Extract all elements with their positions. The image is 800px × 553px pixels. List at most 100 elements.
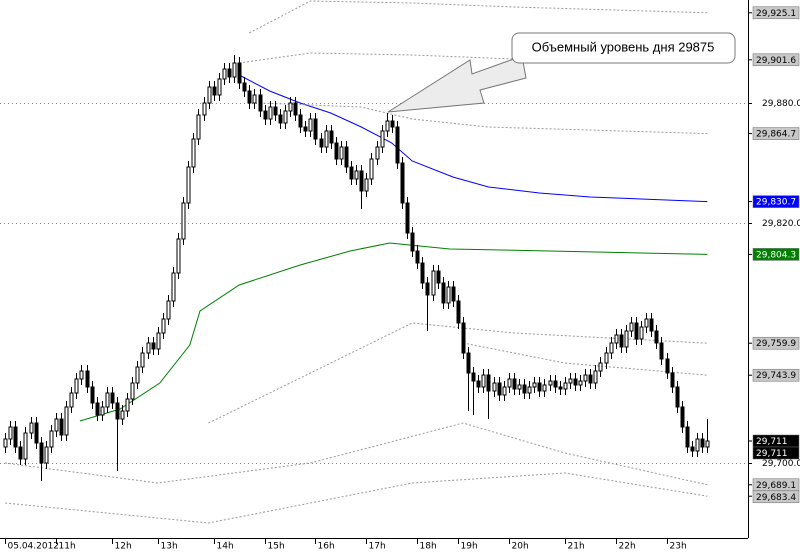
price-label-box bbox=[752, 6, 800, 20]
candle-body bbox=[558, 386, 563, 390]
candle-body bbox=[563, 382, 568, 390]
candle-body bbox=[34, 422, 39, 444]
candle-body bbox=[502, 386, 507, 396]
candle-body bbox=[100, 406, 105, 416]
price-label-box bbox=[752, 490, 800, 504]
candle-body bbox=[476, 380, 481, 388]
candle-body bbox=[639, 326, 644, 340]
candle-body bbox=[79, 370, 84, 380]
candle-body bbox=[629, 322, 634, 332]
candle-body bbox=[95, 402, 100, 416]
candle-body bbox=[420, 262, 425, 284]
candle-body bbox=[293, 102, 298, 116]
candle-body bbox=[497, 382, 502, 396]
candle-body bbox=[553, 380, 558, 388]
candle-body bbox=[593, 370, 598, 384]
candle-body bbox=[410, 232, 415, 252]
candle-body bbox=[436, 270, 441, 284]
candle-body bbox=[278, 114, 283, 124]
candle-body bbox=[258, 94, 263, 112]
candle-body bbox=[517, 384, 522, 390]
candle-body bbox=[242, 82, 247, 92]
y-tick-label: 29,700.0 bbox=[762, 459, 800, 469]
y-tick-label: 29,880.0 bbox=[762, 99, 800, 109]
candle-body bbox=[568, 378, 573, 384]
price-label-box bbox=[752, 248, 800, 261]
candle-body bbox=[156, 332, 161, 350]
candle-body bbox=[400, 162, 405, 204]
candle-body bbox=[700, 438, 705, 448]
candle-body bbox=[492, 382, 497, 392]
price-label-box bbox=[752, 195, 800, 208]
candle-body bbox=[3, 438, 8, 448]
price-label-box bbox=[752, 446, 800, 460]
candle-body bbox=[670, 372, 675, 388]
candle-body bbox=[665, 358, 670, 374]
candle-body bbox=[339, 146, 344, 160]
price-label: 29,925.1 bbox=[756, 9, 796, 19]
candle-body bbox=[171, 272, 176, 302]
candle-body bbox=[385, 120, 390, 132]
candle-body bbox=[110, 392, 115, 404]
candle-body bbox=[481, 374, 486, 388]
candle-body bbox=[471, 372, 476, 382]
candle-body bbox=[527, 386, 532, 394]
x-tick-label: 11h bbox=[59, 542, 76, 552]
candle-body bbox=[191, 138, 196, 168]
candle-body bbox=[512, 378, 517, 390]
candle-body bbox=[537, 382, 542, 392]
candle-body bbox=[390, 120, 395, 128]
price-label-box bbox=[752, 336, 800, 350]
x-tick-label: 05.04.2012 bbox=[8, 542, 60, 552]
candle-body bbox=[288, 102, 293, 112]
plot-area bbox=[0, 0, 748, 524]
price-label: 29,711 bbox=[756, 449, 788, 459]
candle-body bbox=[644, 318, 649, 328]
x-tick-label: 23h bbox=[670, 542, 687, 552]
candle-body bbox=[573, 378, 578, 386]
candle-body bbox=[705, 440, 710, 448]
candle-body bbox=[461, 322, 466, 354]
candle-body bbox=[202, 102, 207, 116]
price-label: 29,901.6 bbox=[756, 56, 796, 66]
candle-body bbox=[456, 300, 461, 324]
candle-body bbox=[395, 126, 400, 164]
candle-body bbox=[212, 86, 217, 96]
y-tick-label: 29,820.0 bbox=[762, 219, 800, 229]
vwap-line bbox=[79, 242, 708, 422]
candle-body bbox=[609, 342, 614, 354]
candle-body bbox=[675, 386, 680, 408]
candle-body bbox=[115, 402, 120, 420]
candle-body bbox=[405, 202, 410, 234]
candle-body bbox=[181, 202, 186, 240]
candle-body bbox=[49, 430, 54, 448]
band-line bbox=[5, 472, 708, 524]
candle-body bbox=[303, 126, 308, 132]
candle-body bbox=[685, 426, 690, 448]
candle-body bbox=[283, 110, 288, 124]
band-line bbox=[5, 422, 708, 486]
candle-body bbox=[614, 334, 619, 344]
candle-body bbox=[659, 342, 664, 360]
candle-body bbox=[486, 374, 491, 392]
candle-body bbox=[334, 142, 339, 160]
x-tick-label: 18h bbox=[420, 542, 437, 552]
candle-body bbox=[354, 170, 359, 180]
candle-body bbox=[227, 68, 232, 78]
candle-body bbox=[548, 380, 553, 386]
candle-body bbox=[578, 380, 583, 386]
candle-body bbox=[349, 166, 354, 180]
candle-body bbox=[146, 342, 151, 354]
price-label: 29,804.3 bbox=[756, 250, 796, 260]
price-label: 29,683.4 bbox=[756, 493, 796, 503]
candle-body bbox=[313, 118, 318, 140]
x-tick-label: 16h bbox=[318, 542, 335, 552]
candle-body bbox=[120, 410, 125, 420]
candle-body bbox=[237, 62, 242, 84]
price-label: 29,759.9 bbox=[756, 339, 796, 349]
x-tick-label: 15h bbox=[268, 542, 285, 552]
candle-body bbox=[196, 114, 201, 140]
candle-body bbox=[54, 418, 59, 432]
